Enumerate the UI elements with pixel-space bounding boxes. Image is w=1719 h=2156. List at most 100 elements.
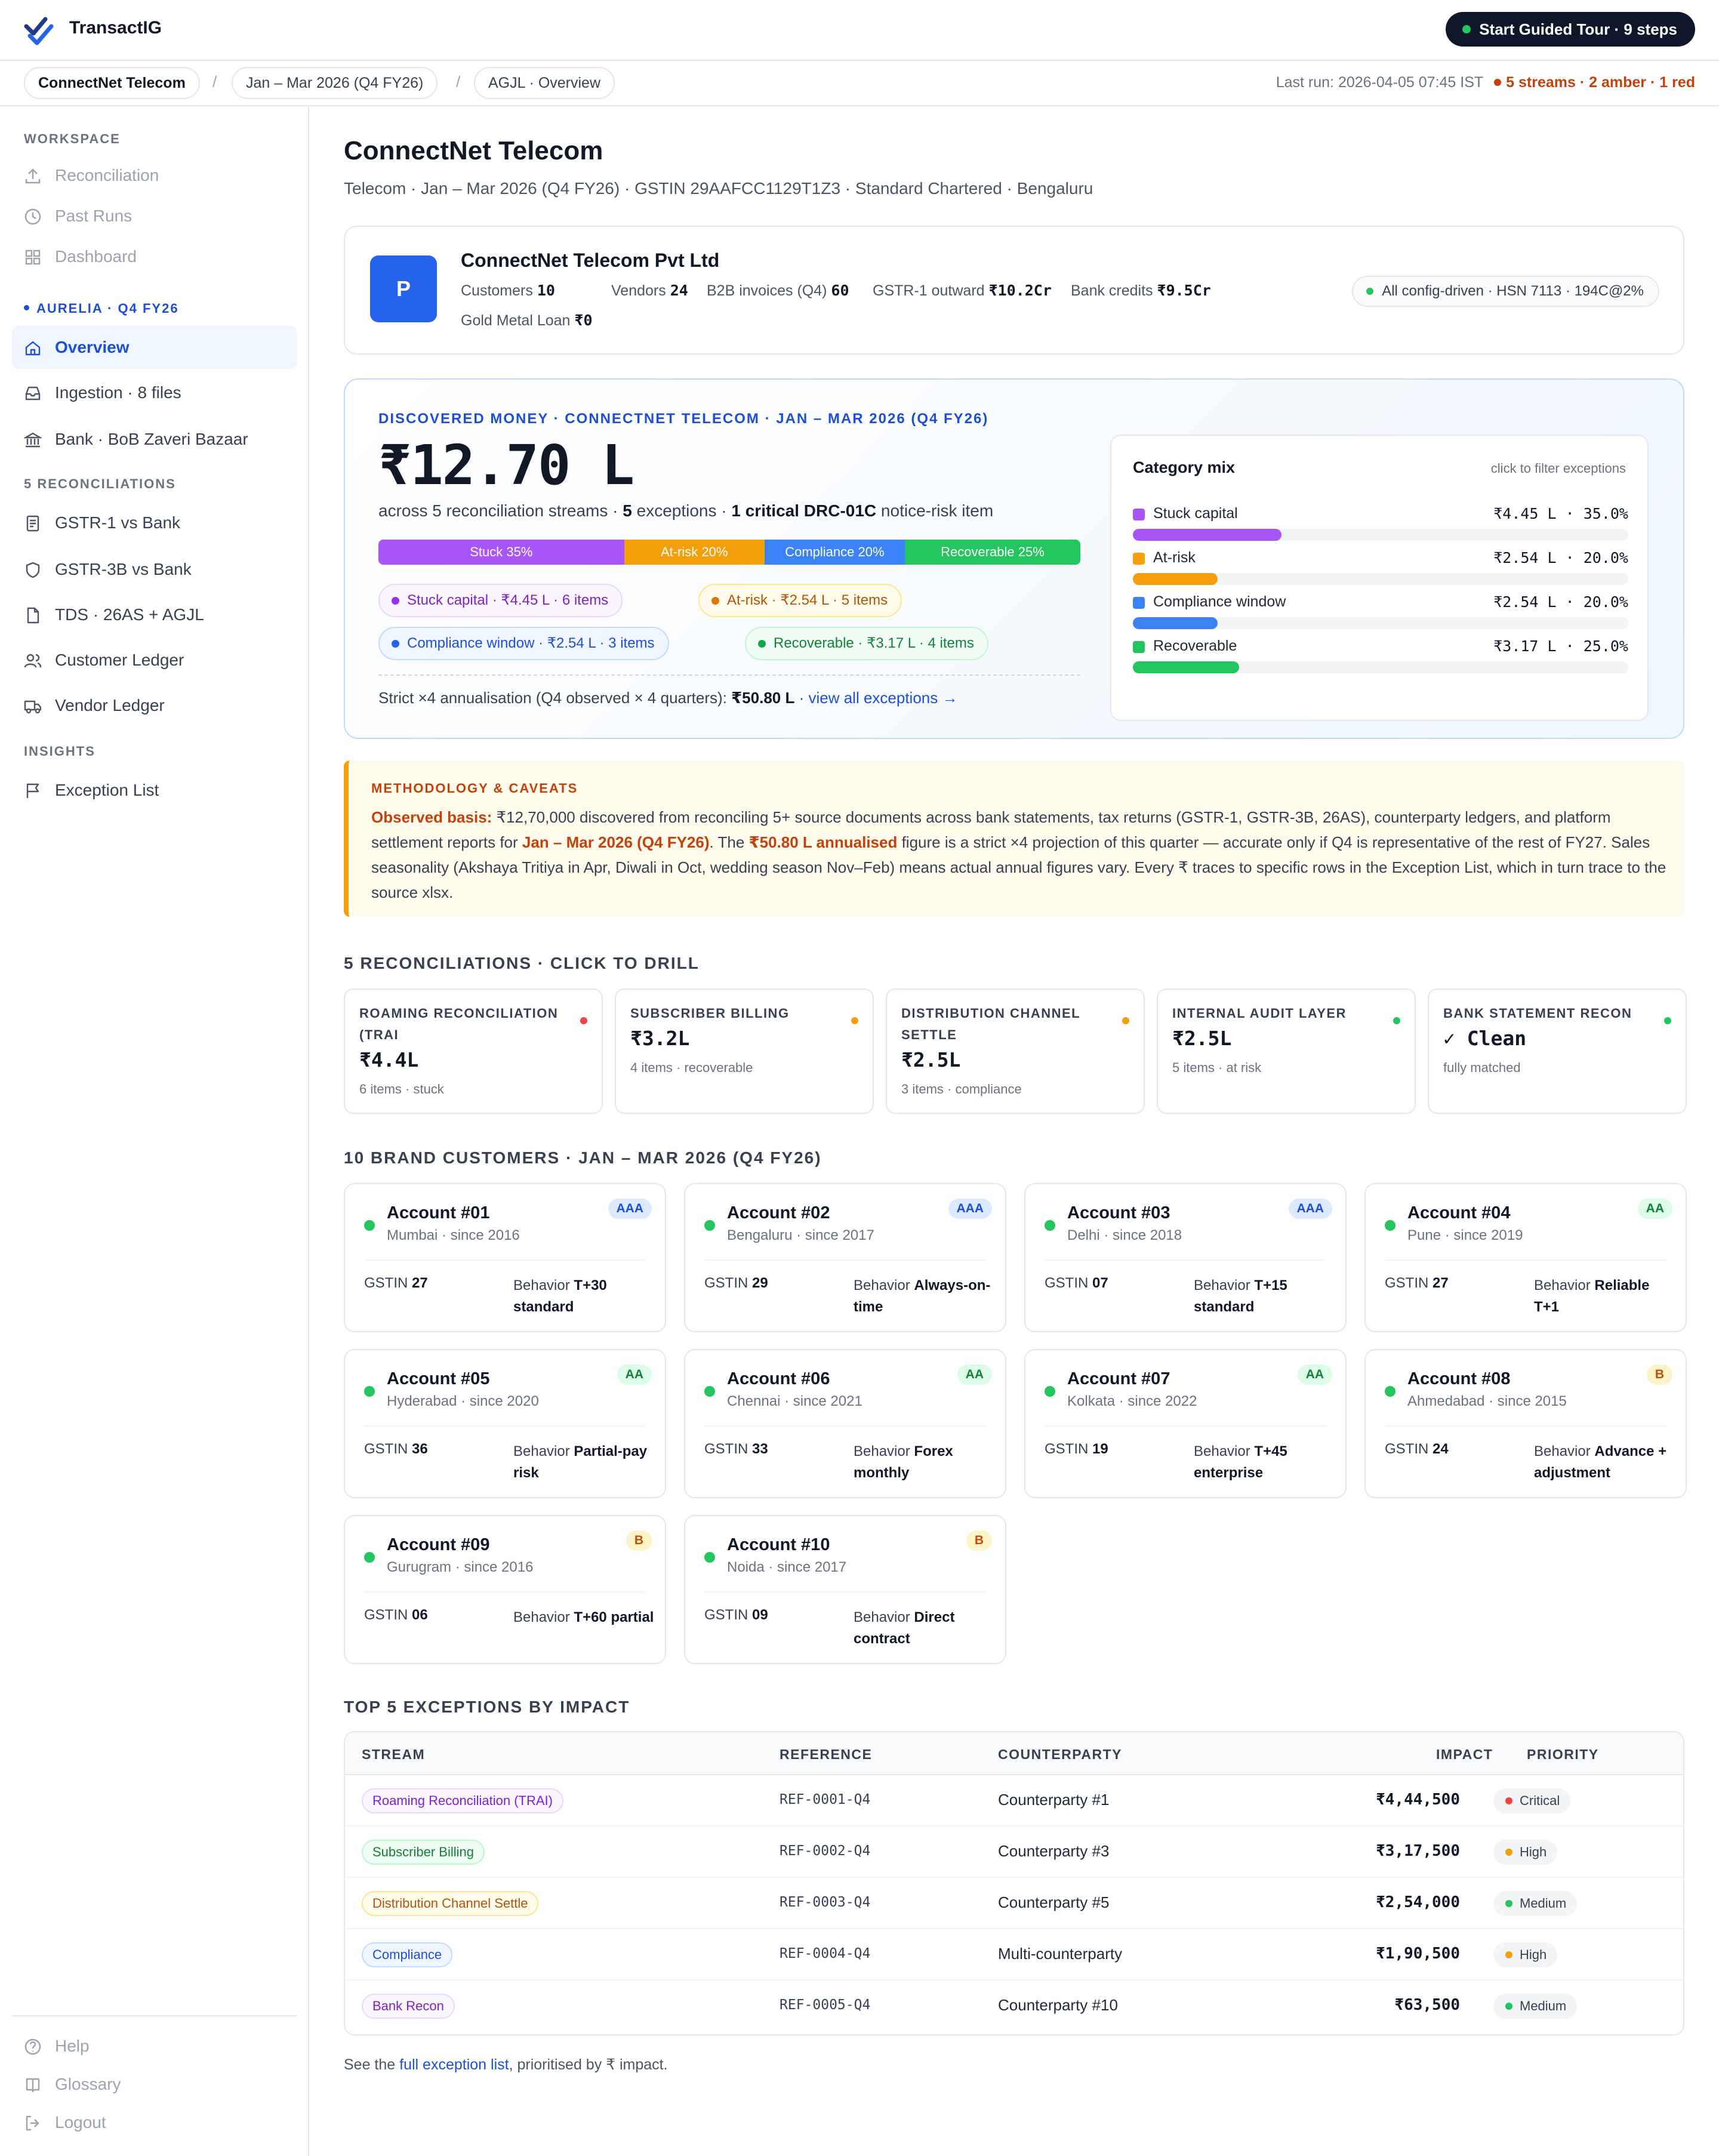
sidebar-item-gstr3b-bank[interactable]: GSTR-3B vs Bank <box>12 548 297 591</box>
recon-card[interactable]: SUBSCRIBER BILLING ₹3.2L 4 items · recover… <box>615 988 874 1114</box>
full-exception-list-link[interactable]: full exception list <box>399 2056 509 2073</box>
customer-status-dot <box>704 1386 715 1397</box>
recon-card[interactable]: BANK STATEMENT RECON ✓ Clean fully matched <box>1428 988 1687 1114</box>
customer-name: Account #05 <box>387 1369 490 1388</box>
chip-compliance-window[interactable]: Compliance window · ₹2.54 L · 3 items <box>378 627 669 660</box>
home-icon <box>25 341 41 356</box>
stream-status-link[interactable]: 5 streams · 2 amber · 1 red <box>1506 74 1695 91</box>
chip-at-risk[interactable]: At-risk · ₹2.54 L · 5 items <box>698 584 902 617</box>
stat-vendors: Vendors 24 <box>611 282 688 299</box>
customer-behavior: Behavior Always-on-time <box>854 1277 991 1315</box>
upload-icon <box>25 168 41 184</box>
customer-status-dot <box>364 1220 375 1231</box>
stream-badge: Bank Recon <box>362 1994 455 2019</box>
sidebar-item-reconciliation[interactable]: Reconciliation <box>12 154 297 197</box>
sidebar-item-customer-ledger[interactable]: Customer Ledger <box>12 639 297 682</box>
col-reference[interactable]: REFERENCE <box>780 1747 873 1762</box>
col-priority[interactable]: PRIORITY <box>1527 1747 1599 1762</box>
crumb-view[interactable]: AGJL · Overview <box>474 67 615 99</box>
counterparty-cell: Counterparty #3 <box>998 1842 1110 1860</box>
category-fill <box>1133 661 1239 673</box>
customer-card[interactable]: Account #03 Delhi · since 2018 AAA GSTIN 07… <box>1024 1183 1347 1332</box>
table-row[interactable]: Roaming Reconciliation (TRAI) REF-0001-Q4… <box>345 1775 1683 1827</box>
crumb-period[interactable]: Jan – Mar 2026 (Q4 FY26) <box>232 67 438 99</box>
chip-recoverable[interactable]: Recoverable · ₹3.17 L · 4 items <box>745 627 988 660</box>
customer-gstin: GSTIN 24 <box>1385 1441 1449 1457</box>
customer-card[interactable]: Account #08 Ahmedabad · since 2015 B GSTIN … <box>1364 1349 1687 1498</box>
sidebar-item-label: Overview <box>55 338 130 356</box>
view-all-exceptions-link[interactable]: view all exceptions → <box>808 689 958 707</box>
sidebar-item-exception-list[interactable]: Exception List <box>12 769 297 812</box>
customer-location: Chennai · since 2021 <box>727 1393 862 1409</box>
customer-location: Hyderabad · since 2020 <box>387 1393 539 1409</box>
recon-card-meta: 3 items · compliance <box>901 1082 1022 1097</box>
impact-cell: ₹3,17,500 <box>1376 1842 1460 1860</box>
sidebar-item-vendor-ledger[interactable]: Vendor Ledger <box>12 684 297 727</box>
table-row[interactable]: Subscriber Billing REF-0002-Q4 Counterpart… <box>345 1827 1683 1878</box>
category-mix-row[interactable]: At-risk ₹2.54 L · 20.0% <box>1133 549 1628 591</box>
table-row[interactable]: Compliance REF-0004-Q4 Multi-counterparty ₹… <box>345 1929 1683 1981</box>
sidebar-item-label: Past Runs <box>55 207 133 225</box>
recon-card[interactable]: INTERNAL AUDIT LAYER ₹2.5L 5 items · at ri… <box>1157 988 1416 1114</box>
rating-badge: B <box>966 1530 992 1551</box>
sidebar-item-past-runs[interactable]: Past Runs <box>12 195 297 238</box>
customer-card[interactable]: Account #01 Mumbai · since 2016 AAA GSTIN 2… <box>344 1183 666 1332</box>
breadcrumb: ConnectNet Telecom / Jan – Mar 2026 (Q4 … <box>0 61 1719 106</box>
sidebar-item-glossary[interactable]: Glossary <box>12 2063 297 2106</box>
customer-card[interactable]: Account #05 Hyderabad · since 2020 AA GSTIN… <box>344 1349 666 1498</box>
users-icon <box>24 654 42 668</box>
category-value: ₹2.54 L · 20.0% <box>1493 549 1628 566</box>
sidebar-item-bank[interactable]: Bank · BoB Zaveri Bazaar <box>12 418 297 461</box>
category-stacked-bar[interactable]: Stuck 35% At-risk 20% Compliance 20% Recove… <box>378 540 1080 565</box>
sidebar-item-logout[interactable]: Logout <box>12 2101 297 2144</box>
category-swatch <box>1133 641 1145 653</box>
guided-tour-button[interactable]: Start Guided Tour · 9 steps <box>1446 12 1695 47</box>
bar-segment[interactable]: At-risk 20% <box>624 540 765 565</box>
customer-card[interactable]: Account #07 Kolkata · since 2022 AA GSTIN 1… <box>1024 1349 1347 1498</box>
customer-card[interactable]: Account #04 Pune · since 2019 AA GSTIN 27 Be… <box>1364 1183 1687 1332</box>
table-row[interactable]: Bank Recon REF-0005-Q4 Counterparty #10 ₹63… <box>345 1981 1683 2032</box>
tour-status-dot <box>1462 25 1471 33</box>
bar-segment[interactable]: Recoverable 25% <box>904 540 1080 565</box>
crumb-client[interactable]: ConnectNet Telecom <box>24 67 200 99</box>
customer-card[interactable]: Account #06 Chennai · since 2021 AA GSTIN 3… <box>684 1349 1006 1498</box>
customer-card[interactable]: Account #09 Gurugram · since 2016 B GSTIN 0… <box>344 1515 666 1664</box>
sidebar-item-tds[interactable]: TDS · 26AS + AGJL <box>12 593 297 636</box>
sidebar-item-help[interactable]: Help <box>12 2025 297 2068</box>
rating-badge: AA <box>957 1365 992 1385</box>
customer-name: Account #10 <box>727 1535 830 1554</box>
stream-badge: Distribution Channel Settle <box>362 1891 539 1916</box>
customer-card[interactable]: Account #02 Bengaluru · since 2017 AAA GSTI… <box>684 1183 1006 1332</box>
priority-dot <box>1505 2003 1512 2010</box>
table-row[interactable]: Distribution Channel Settle REF-0003-Q4 Co… <box>345 1878 1683 1929</box>
methodology-callout: METHODOLOGY & CAVEATS Observed basis: ₹1… <box>344 760 1684 917</box>
counterparty-cell: Counterparty #5 <box>998 1893 1110 1911</box>
sidebar-item-ingestion[interactable]: Ingestion · 8 files <box>12 371 297 414</box>
category-mix-row[interactable]: Stuck capital ₹4.45 L · 35.0% <box>1133 505 1628 547</box>
col-impact[interactable]: IMPACT <box>1436 1747 1493 1762</box>
category-mix-row[interactable]: Recoverable ₹3.17 L · 25.0% <box>1133 637 1628 679</box>
col-counterparty[interactable]: COUNTERPARTY <box>998 1747 1122 1762</box>
sidebar-item-gstr1-bank[interactable]: GSTR-1 vs Bank <box>12 501 297 544</box>
customer-name: Account #01 <box>387 1203 490 1222</box>
bar-segment[interactable]: Stuck 35% <box>378 540 624 565</box>
reference-cell: REF-0005-Q4 <box>780 1997 871 2013</box>
category-mix-panel: Category mix click to filter exceptions … <box>1110 435 1649 721</box>
sidebar-item-overview[interactable]: Overview <box>12 326 297 369</box>
top-bar: TransactIG Start Guided Tour · 9 steps <box>0 0 1719 61</box>
brand-name: TransactIG <box>69 18 162 38</box>
customer-location: Bengaluru · since 2017 <box>727 1227 874 1243</box>
category-mix-row[interactable]: Compliance window ₹2.54 L · 20.0% <box>1133 593 1628 635</box>
last-run-text: Last run: 2026-04-05 07:45 IST <box>1276 74 1484 91</box>
category-fill <box>1133 617 1218 629</box>
sidebar-section-client: AURELIA · Q4 FY26 <box>24 301 179 316</box>
recon-card[interactable]: ROAMING RECONCILIATION (TRAI ₹4.4L 6 items… <box>344 988 603 1114</box>
category-track <box>1133 661 1628 673</box>
bar-segment[interactable]: Compliance 20% <box>764 540 905 565</box>
col-stream[interactable]: STREAM <box>362 1747 426 1762</box>
customer-card[interactable]: Account #10 Noida · since 2017 B GSTIN 09 Be… <box>684 1515 1006 1664</box>
chip-stuck-capital[interactable]: Stuck capital · ₹4.45 L · 6 items <box>378 584 623 617</box>
reference-cell: REF-0001-Q4 <box>780 1792 871 1807</box>
recon-card[interactable]: DISTRIBUTION CHANNEL SETTLE ₹2.5L 3 items … <box>886 988 1145 1114</box>
sidebar-item-dashboard[interactable]: Dashboard <box>12 235 297 278</box>
